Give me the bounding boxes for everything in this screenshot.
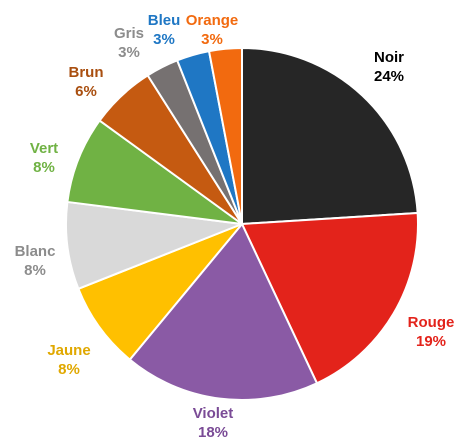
pie-label-blanc: Blanc 8% bbox=[15, 243, 56, 279]
slice-percent: 8% bbox=[58, 361, 80, 378]
slice-name: Blanc bbox=[15, 243, 56, 260]
pie-label-jaune: Jaune 8% bbox=[47, 342, 90, 378]
pie-slice-violet bbox=[128, 223, 318, 401]
pie-label-violet: Violet 18% bbox=[193, 405, 234, 441]
pie-label-brun: Brun 6% bbox=[69, 64, 104, 100]
pie-labels: Noir 24%Rouge 19%Violet 18%Jaune 8%Blanc 8%Ve… bbox=[15, 12, 455, 441]
slice-percent: 3% bbox=[153, 31, 175, 48]
slice-percent: 8% bbox=[24, 262, 46, 279]
pie-label-orange: Orange 3% bbox=[186, 12, 239, 48]
slice-name: Brun bbox=[69, 64, 104, 81]
pie-slice-vert bbox=[66, 119, 243, 225]
pie-slices bbox=[65, 47, 419, 401]
slice-name: Jaune bbox=[47, 342, 90, 359]
pie-slice-noir bbox=[241, 47, 419, 225]
pie-label-gris: Gris 3% bbox=[114, 25, 144, 61]
slice-percent: 3% bbox=[201, 31, 223, 48]
slice-name: Bleu bbox=[148, 12, 181, 29]
slice-percent: 24% bbox=[374, 68, 404, 85]
pie-slice-rouge bbox=[241, 211, 419, 385]
slice-percent: 8% bbox=[33, 159, 55, 176]
slice-percent: 6% bbox=[75, 83, 97, 100]
pie-slice-blanc bbox=[65, 200, 243, 290]
slice-percent: 19% bbox=[416, 333, 446, 350]
pie-slice-orange bbox=[208, 47, 243, 225]
slice-name: Noir bbox=[374, 49, 404, 66]
pie-label-vert: Vert 8% bbox=[30, 140, 58, 176]
slice-name: Rouge bbox=[408, 314, 455, 331]
pie-label-bleu: Bleu 3% bbox=[148, 12, 181, 48]
slice-name: Vert bbox=[30, 140, 58, 157]
slice-name: Violet bbox=[193, 405, 234, 422]
pie-slice-jaune bbox=[77, 223, 243, 361]
slice-percent: 18% bbox=[198, 424, 228, 441]
pie-label-rouge: Rouge 19% bbox=[408, 314, 455, 350]
slice-name: Gris bbox=[114, 25, 144, 42]
slice-percent: 3% bbox=[118, 44, 140, 61]
slice-name: Orange bbox=[186, 12, 239, 29]
pie-label-noir: Noir 24% bbox=[374, 49, 404, 85]
